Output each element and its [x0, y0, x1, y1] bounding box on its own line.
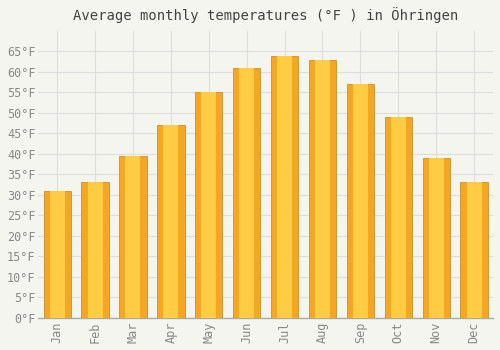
Bar — [50, 191, 64, 317]
Bar — [233, 68, 260, 317]
Bar — [277, 56, 292, 317]
Bar — [44, 191, 71, 317]
Bar — [309, 60, 336, 317]
Bar — [353, 84, 368, 317]
Bar — [384, 117, 412, 317]
Bar — [88, 182, 102, 317]
Bar — [126, 156, 140, 317]
Bar — [460, 182, 487, 317]
Bar — [271, 56, 298, 317]
Bar — [120, 156, 146, 317]
Bar — [82, 182, 108, 317]
Bar — [239, 68, 254, 317]
Bar — [315, 60, 330, 317]
Bar — [391, 117, 406, 317]
Bar — [347, 84, 374, 317]
Bar — [422, 158, 450, 317]
Title: Average monthly temperatures (°F ) in Öhringen: Average monthly temperatures (°F ) in Öh… — [73, 7, 458, 23]
Bar — [202, 92, 216, 317]
Bar — [164, 125, 178, 317]
Bar — [466, 182, 481, 317]
Bar — [157, 125, 184, 317]
Bar — [195, 92, 222, 317]
Bar — [428, 158, 444, 317]
